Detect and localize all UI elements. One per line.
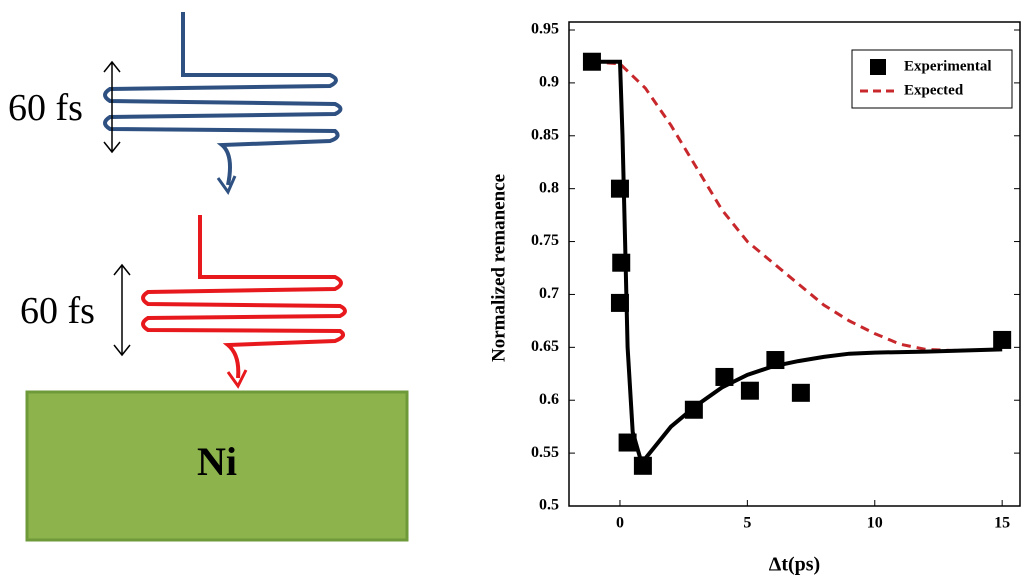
y-tick-label: 0.8 xyxy=(539,179,559,196)
legend-label: Expected xyxy=(904,82,964,98)
y-tick-label: 0.65 xyxy=(531,338,559,355)
sample-label: Ni xyxy=(197,439,237,484)
data-point xyxy=(740,381,759,400)
x-tick-label: 0 xyxy=(616,515,624,532)
y-tick-label: 0.6 xyxy=(539,391,559,408)
double-arrow xyxy=(103,60,131,357)
data-point xyxy=(715,367,734,386)
y-tick-label: 0.95 xyxy=(531,21,559,38)
duration-label: 60 fs xyxy=(20,290,95,332)
y-tick-label: 0.7 xyxy=(539,285,559,302)
chart: 0.5 0.55 0.6 0.65 0.7 0.75 0.8 0.85 0.9 0.95 0 5 10 1… xyxy=(488,21,1021,576)
y-tick-label: 0.75 xyxy=(531,232,559,249)
data-point xyxy=(610,179,629,198)
x-tick-label: 15 xyxy=(994,515,1010,532)
plot-frame xyxy=(568,21,1021,507)
data-point xyxy=(618,433,637,452)
y-tick-label: 0.9 xyxy=(539,74,559,91)
data-point xyxy=(791,383,810,402)
x-tick-label: 5 xyxy=(743,515,751,532)
y-axis-label: Normalized remanence xyxy=(488,174,509,362)
x-axis-label: Δt(ps) xyxy=(769,554,820,576)
diagram: 60 fs 60 fs Ni xyxy=(8,12,409,542)
y-tick-label: 0.55 xyxy=(531,444,559,461)
duration-label: 60 fs xyxy=(8,87,83,129)
pulse-2 xyxy=(141,215,347,379)
legend-swatch xyxy=(870,59,886,75)
data-point xyxy=(993,330,1012,349)
arrow-head xyxy=(216,175,237,196)
legend-label: Experimental xyxy=(904,58,992,74)
data-point xyxy=(610,293,629,312)
data-point xyxy=(766,351,785,370)
x-tick-label: 10 xyxy=(867,515,883,532)
arrow-head xyxy=(226,369,248,389)
y-tick-label: 0.85 xyxy=(531,126,559,143)
data-point xyxy=(633,456,652,475)
data-point xyxy=(582,52,601,71)
y-tick-label: 0.5 xyxy=(539,497,559,514)
sample-block xyxy=(25,390,409,542)
data-point xyxy=(684,400,703,419)
pulse-1 xyxy=(103,12,343,186)
data-point xyxy=(612,253,631,272)
